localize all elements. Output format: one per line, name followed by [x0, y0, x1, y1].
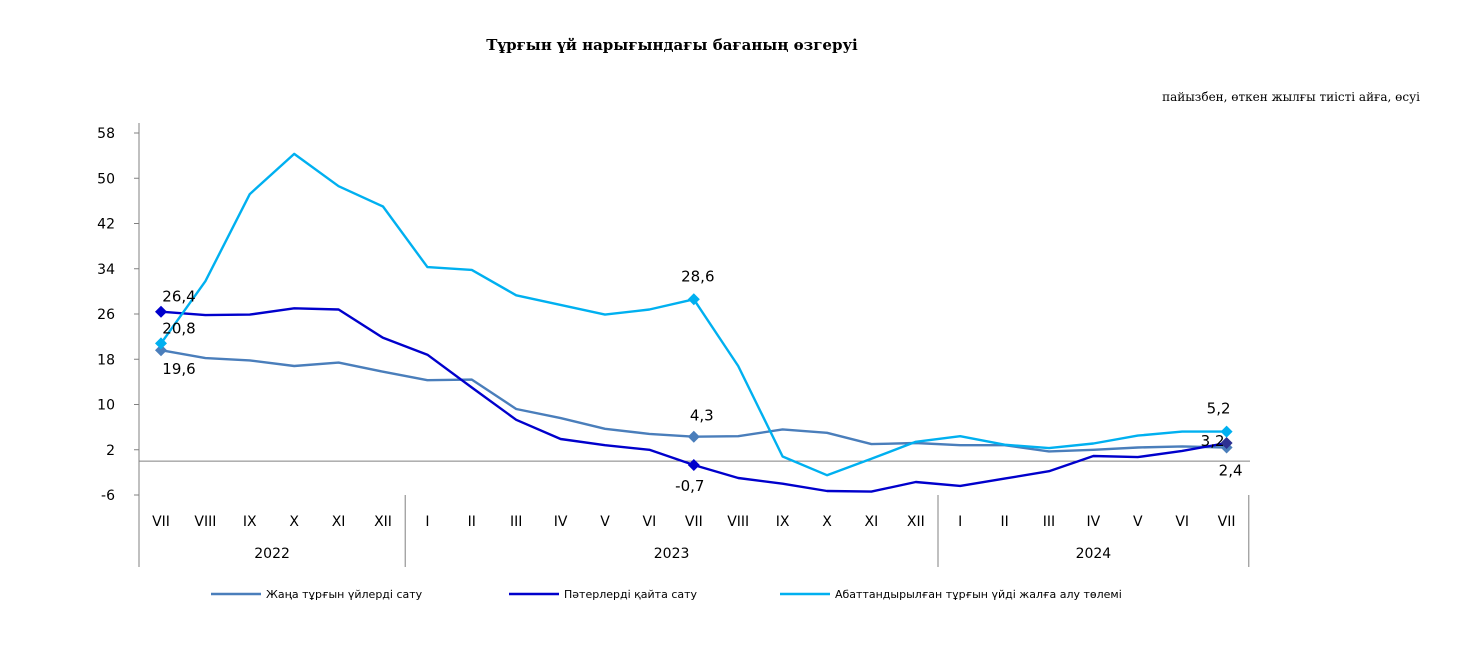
y-tick-label: 2 — [106, 443, 115, 459]
x-tick-label: I — [425, 514, 429, 530]
x-tick-label: VII — [1218, 514, 1236, 530]
x-tick-label: VII — [152, 514, 170, 530]
unit-note: пайызбен, өткен жылғы тиісті айға, өсуі — [1162, 90, 1420, 104]
data-label: 3,2 — [1201, 432, 1225, 450]
x-tick-label: VII — [685, 514, 703, 530]
year-label: 2024 — [1076, 546, 1112, 562]
data-marker — [687, 459, 700, 472]
year-label: 2022 — [254, 546, 290, 562]
data-marker — [687, 293, 700, 306]
x-tick-label: V — [1133, 514, 1143, 530]
y-tick-label: 42 — [97, 217, 115, 233]
x-tick-label: II — [468, 514, 476, 530]
data-label: 20,8 — [162, 319, 195, 337]
y-tick-label: 58 — [97, 126, 115, 142]
data-marker — [155, 337, 167, 350]
y-tick-label: 50 — [97, 171, 115, 187]
x-tick-label: X — [822, 514, 832, 530]
x-tick-label: III — [1043, 514, 1055, 530]
x-tick-label: VI — [643, 514, 657, 530]
x-tick-label: X — [289, 514, 299, 530]
x-tick-label: II — [1000, 514, 1008, 530]
x-tick-label: IX — [243, 514, 257, 530]
data-label: 26,4 — [162, 288, 195, 306]
y-tick-label: 18 — [97, 352, 115, 368]
y-tick-label: -6 — [101, 488, 115, 504]
x-tick-label: VI — [1175, 514, 1189, 530]
data-label: 28,6 — [681, 267, 714, 285]
data-marker — [1220, 425, 1233, 438]
x-tick-label: I — [958, 514, 962, 530]
y-tick-label: 34 — [97, 262, 115, 278]
x-tick-label: IV — [1087, 514, 1101, 530]
data-marker — [687, 430, 700, 443]
data-label: 2,4 — [1219, 461, 1243, 479]
x-tick-label: IV — [554, 514, 568, 530]
chart-title: Тұрғын үй нарығындағы бағаның өзгеруі — [486, 36, 858, 54]
data-marker — [155, 344, 167, 357]
x-tick-label: V — [600, 514, 610, 530]
year-label: 2023 — [654, 546, 690, 562]
series-markers — [155, 293, 1233, 472]
legend-label: Жаңа тұрғын үйлерді сату — [266, 588, 423, 601]
x-tick-label: XII — [374, 514, 392, 530]
x-tick-label: IX — [776, 514, 790, 530]
data-marker — [1220, 436, 1233, 449]
series-line-3 — [160, 152, 1227, 477]
legend-label: Абаттандырылған тұрғын үйді жалға алу тө… — [835, 588, 1122, 601]
x-tick-label: XII — [907, 514, 925, 530]
data-label: 5,2 — [1207, 400, 1231, 418]
legend-label: Пәтерлерді қайта сату — [564, 588, 698, 601]
y-tick-label: 26 — [97, 307, 115, 323]
x-tick-label: III — [510, 514, 522, 530]
x-tick-label: XI — [865, 514, 879, 530]
x-tick-label: VIII — [727, 514, 749, 530]
x-tick-label: VIII — [194, 514, 216, 530]
x-tick-label: XI — [332, 514, 346, 530]
data-labels: 19,6 4,3 2,4 26,4 -0,7 3,2 20,8 28,6 5,2 — [162, 267, 1242, 495]
data-label: 19,6 — [162, 360, 195, 378]
legend: Жаңа тұрғын үйлерді сату Пәтерлерді қайта… — [211, 588, 1122, 601]
y-tick-label: 10 — [97, 398, 115, 414]
data-label: 4,3 — [690, 407, 714, 425]
data-label: -0,7 — [675, 477, 704, 495]
data-marker — [155, 305, 167, 318]
